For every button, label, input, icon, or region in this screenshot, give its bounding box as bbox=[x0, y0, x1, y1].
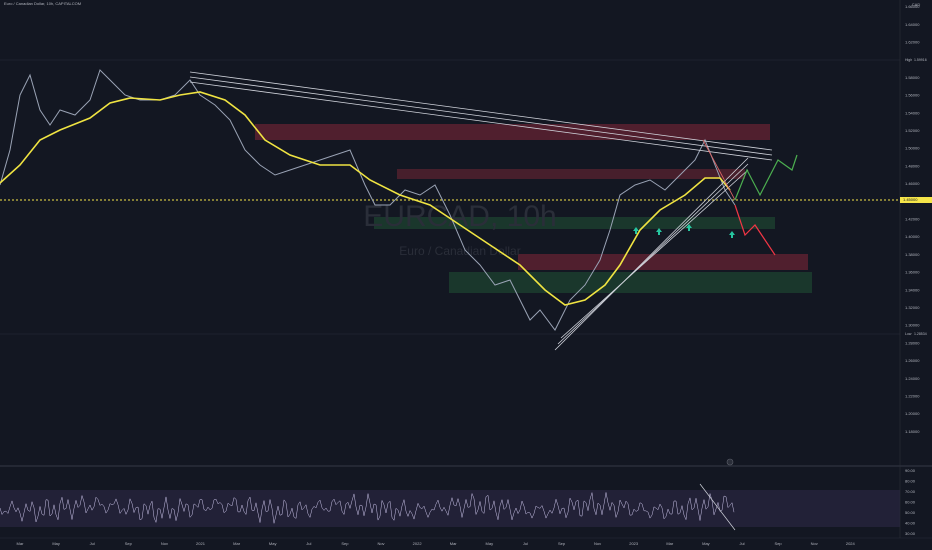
rsi-tick-label: 90.00 bbox=[905, 468, 916, 473]
rsi-tick-label: 50.00 bbox=[905, 510, 916, 515]
time-tick-label: Sep bbox=[125, 541, 133, 546]
time-tick-label: May bbox=[702, 541, 710, 546]
time-tick-label: 2024 bbox=[846, 541, 856, 546]
price-tick-label: 1.48000 bbox=[905, 163, 920, 168]
price-tick-label: 1.26000 bbox=[905, 358, 920, 363]
price-tick-label: 1.54000 bbox=[905, 110, 920, 115]
rsi-trendline bbox=[699, 483, 736, 531]
time-tick-label: 2021 bbox=[196, 541, 206, 546]
trendline bbox=[554, 157, 749, 351]
price-tick-label: 1.28000 bbox=[905, 340, 920, 345]
price-tick-label: 1.30000 bbox=[905, 323, 920, 328]
trendlines bbox=[189, 71, 773, 351]
time-tick-label: Mar bbox=[450, 541, 458, 546]
price-tick-label: 1.50000 bbox=[905, 146, 920, 151]
time-tick-label: 2022 bbox=[413, 541, 423, 546]
price-tick-label: 1.66000 bbox=[905, 4, 920, 9]
time-tick-label: Jul bbox=[523, 541, 528, 546]
time-tick-label: Mar bbox=[17, 541, 25, 546]
arrow-up bbox=[729, 231, 735, 238]
rsi-line bbox=[0, 492, 735, 524]
trendline bbox=[557, 163, 749, 345]
price-line bbox=[0, 69, 736, 331]
time-tick-label: Nov bbox=[161, 541, 168, 546]
low-value: 1.28534 bbox=[914, 332, 927, 336]
time-tick-label: Mar bbox=[666, 541, 674, 546]
last-price-tag bbox=[900, 197, 932, 203]
time-tick-label: Jul bbox=[306, 541, 311, 546]
time-tick-label: May bbox=[269, 541, 277, 546]
time-tick-label: Nov bbox=[811, 541, 818, 546]
price-axis: 1.66000 1.64000 1.62000 1.58000 1.56000 1.540… bbox=[905, 4, 920, 434]
rsi-tick-label: 80.00 bbox=[905, 479, 916, 484]
price-tick-label: 1.52000 bbox=[905, 128, 920, 133]
price-tick-label: 1.22000 bbox=[905, 393, 920, 398]
price-tick-label: 1.38000 bbox=[905, 252, 920, 257]
time-tick-label: Nov bbox=[594, 541, 601, 546]
supply-zone bbox=[397, 169, 745, 179]
price-tick-label: 1.62000 bbox=[905, 39, 920, 44]
rsi-tick-label: 70.00 bbox=[905, 489, 916, 494]
demand-zone bbox=[374, 217, 775, 229]
price-tick-label: 1.24000 bbox=[905, 376, 920, 381]
trendline bbox=[189, 81, 773, 161]
time-tick-label: Sep bbox=[558, 541, 566, 546]
price-tick-label: 1.58000 bbox=[905, 75, 920, 80]
trendline bbox=[189, 71, 773, 151]
price-tick-label: 1.18000 bbox=[905, 429, 920, 434]
time-tick-label: Jul bbox=[739, 541, 744, 546]
arrow-up bbox=[656, 228, 662, 235]
price-tick-label: 1.32000 bbox=[905, 305, 920, 310]
low-label: Low bbox=[905, 332, 912, 336]
price-tick-label: 1.64000 bbox=[905, 22, 920, 27]
price-tick-label: 1.40000 bbox=[905, 234, 920, 239]
price-tags: High 1.59916 Low 1.28534 1.45000 bbox=[900, 58, 932, 336]
price-tick-label: 1.46000 bbox=[905, 181, 920, 186]
supply-zone bbox=[518, 254, 808, 270]
time-tick-label: Sep bbox=[775, 541, 783, 546]
high-value: 1.59916 bbox=[914, 58, 927, 62]
watermark-name: Euro / Canadian Dollar bbox=[399, 244, 520, 258]
last-price-value: 1.45000 bbox=[903, 197, 918, 202]
time-tick-label: May bbox=[52, 541, 60, 546]
bullish-projection bbox=[734, 154, 798, 201]
time-tick-label: Jul bbox=[90, 541, 95, 546]
demand-zone bbox=[449, 272, 812, 293]
trendline bbox=[189, 76, 773, 156]
rsi-tick-label: 30.00 bbox=[905, 531, 916, 536]
price-tick-label: 1.56000 bbox=[905, 93, 920, 98]
arrow-up bbox=[686, 224, 692, 231]
time-tick-label: 2023 bbox=[629, 541, 639, 546]
watermark-symbol: EURCAD, 10h bbox=[363, 200, 556, 233]
time-tick-label: Sep bbox=[341, 541, 349, 546]
high-label: High bbox=[905, 58, 912, 62]
time-tick-label: May bbox=[486, 541, 494, 546]
trendline bbox=[702, 139, 736, 201]
bearish-projection bbox=[734, 204, 776, 256]
rsi-axis: 90.00 80.00 70.00 60.00 50.00 40.00 30.00 bbox=[905, 468, 916, 536]
time-axis: Mar May Jul Sep Nov 2021 Mar May Jul Sep Nov 2022 Ma… bbox=[17, 541, 856, 546]
replay-button[interactable] bbox=[726, 458, 734, 466]
signal-arrows bbox=[633, 224, 735, 238]
price-tick-label: 1.34000 bbox=[905, 287, 920, 292]
currency-label: CAD bbox=[912, 2, 921, 7]
price-tick-label: 1.20000 bbox=[905, 411, 920, 416]
moving-average bbox=[0, 91, 731, 306]
rsi-band bbox=[0, 490, 900, 527]
price-tick-label: 1.42000 bbox=[905, 216, 920, 221]
rsi-tick-label: 60.00 bbox=[905, 500, 916, 505]
zones bbox=[255, 124, 812, 293]
rsi-tick-label: 40.00 bbox=[905, 521, 916, 526]
time-tick-label: Nov bbox=[377, 541, 384, 546]
trendline bbox=[560, 169, 749, 339]
supply-zone bbox=[255, 124, 770, 140]
price-tick-label: 1.36000 bbox=[905, 270, 920, 275]
arrow-up bbox=[633, 227, 639, 234]
chart-header: Euro / Canadian Dollar, 10h, CAPITALCOM bbox=[4, 1, 81, 6]
time-tick-label: Mar bbox=[233, 541, 241, 546]
